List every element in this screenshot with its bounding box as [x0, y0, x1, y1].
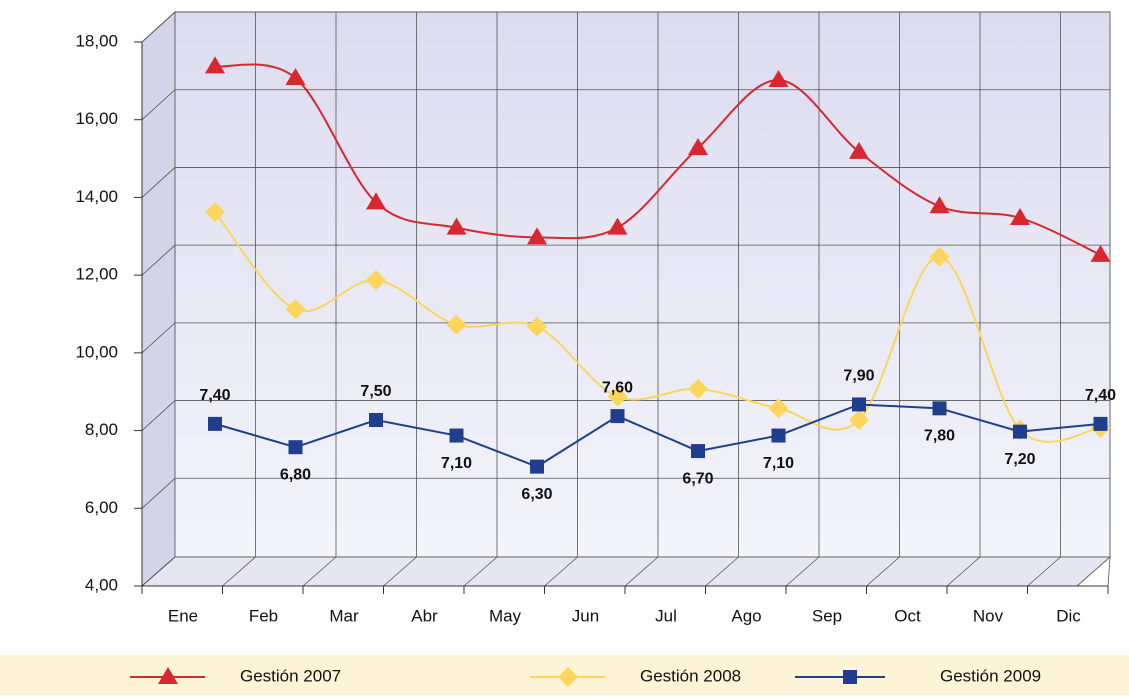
marker: [607, 217, 628, 235]
y-tick-label: 4,00: [85, 575, 118, 594]
grid-line: [141, 167, 1110, 198]
marker: [530, 459, 544, 474]
marker: [158, 667, 178, 684]
marker: [369, 413, 383, 427]
floor: [140, 556, 1112, 587]
series-line: [214, 403, 1101, 468]
y-tick-label: 10,00: [75, 342, 118, 361]
marker: [688, 138, 708, 155]
marker: [771, 428, 786, 443]
marker: [852, 397, 866, 412]
side-wall: [141, 10, 176, 588]
data-label: 7,40: [199, 387, 230, 404]
data-label: 7,40: [1085, 387, 1116, 404]
marker: [527, 316, 547, 337]
grid-line: [141, 477, 1110, 509]
data-label: 7,50: [360, 383, 391, 400]
marker: [1093, 416, 1108, 431]
marker: [527, 227, 547, 245]
marker: [366, 270, 386, 291]
legend-label: Gestión 2007: [240, 666, 341, 685]
grid-line: [141, 400, 1110, 431]
x-tick-label: May: [489, 606, 522, 625]
data-label: 7,60: [602, 379, 633, 396]
x-tick-label: Jul: [655, 606, 677, 625]
grid-line: [141, 89, 1110, 121]
marker: [205, 56, 225, 74]
marker: [610, 409, 625, 424]
marker: [288, 440, 303, 455]
marker: [449, 428, 464, 443]
marker: [843, 670, 857, 684]
x-tick-label: Feb: [249, 606, 278, 625]
marker: [691, 444, 705, 459]
floor-line: [383, 556, 417, 587]
marker: [208, 416, 222, 431]
marker: [849, 141, 869, 159]
marker: [285, 299, 306, 320]
x-tick-label: Mar: [329, 606, 359, 625]
y-tick-label: 8,00: [85, 420, 118, 439]
marker: [285, 68, 306, 86]
data-label: 7,80: [924, 428, 955, 445]
x-tick-label: Jun: [572, 606, 599, 625]
x-tick-label: Sep: [812, 606, 842, 625]
x-tick-label: Ago: [731, 606, 761, 625]
marker: [929, 196, 950, 214]
floor-line: [785, 556, 820, 587]
y-tick-label: 14,00: [75, 187, 118, 206]
floor-line: [705, 556, 739, 587]
x-tick-label: Abr: [411, 606, 438, 625]
marker: [558, 667, 578, 687]
data-label: 7,90: [843, 368, 874, 385]
y-tick-label: 16,00: [75, 109, 118, 128]
floor-line: [624, 556, 659, 587]
data-label: 7,10: [763, 455, 794, 472]
marker: [929, 246, 950, 267]
marker: [205, 202, 225, 223]
floor-line: [866, 556, 900, 587]
data-label: 6,30: [521, 486, 552, 503]
floor-line: [1027, 556, 1061, 587]
legend-label: Gestión 2009: [940, 666, 1041, 685]
y-tick-label: 6,00: [85, 498, 118, 517]
floor-line: [946, 556, 981, 587]
marker: [366, 192, 386, 210]
floor-line: [302, 556, 337, 587]
x-tick-label: Oct: [894, 606, 921, 625]
data-label: 7,10: [441, 455, 472, 472]
marker: [932, 401, 947, 416]
data-label: 7,20: [1004, 451, 1035, 468]
marker: [446, 314, 467, 335]
back-wall: [174, 11, 1111, 558]
y-tick-label: 12,00: [75, 265, 118, 284]
floor-line: [1107, 556, 1111, 587]
x-tick-label: Dic: [1056, 606, 1081, 625]
data-label: 6,70: [682, 470, 713, 487]
floor-line: [222, 556, 256, 587]
grid-line: [141, 244, 1110, 276]
data-label: 6,80: [280, 466, 311, 483]
marker: [607, 386, 628, 407]
x-tick-label: Nov: [973, 606, 1004, 625]
y-tick-label: 18,00: [75, 31, 118, 50]
marker: [768, 398, 789, 419]
marker: [1090, 244, 1111, 262]
floor-line: [141, 556, 176, 587]
marker: [849, 410, 869, 430]
marker: [1013, 424, 1027, 439]
grid-line: [141, 11, 1110, 43]
marker: [446, 217, 467, 235]
floor-line: [544, 556, 578, 587]
marker: [768, 70, 789, 87]
grid-line: [141, 322, 1110, 354]
legend-label: Gestión 2008: [640, 666, 741, 685]
marker: [688, 378, 708, 399]
x-tick-label: Ene: [168, 606, 198, 625]
floor-line: [463, 556, 498, 587]
marker: [1010, 207, 1030, 225]
